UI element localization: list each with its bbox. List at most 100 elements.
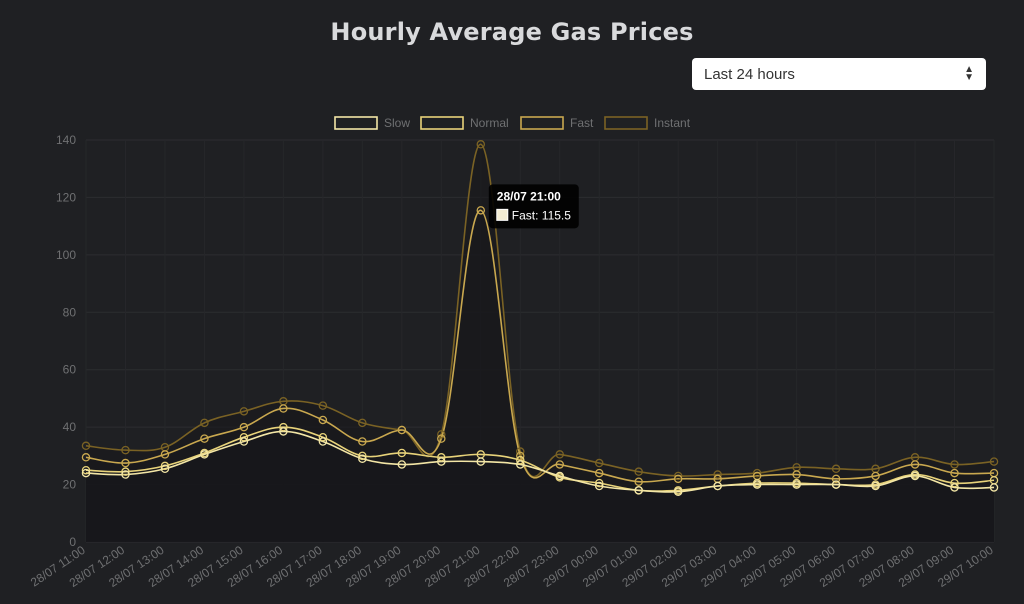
data-point-fast[interactable] — [516, 451, 525, 461]
data-point-fast[interactable] — [239, 422, 249, 432]
data-point-slow[interactable] — [713, 481, 722, 491]
data-point-fast[interactable] — [358, 437, 367, 446]
data-point-instant[interactable] — [555, 450, 564, 459]
data-point-slow[interactable] — [160, 464, 170, 474]
data-point-instant[interactable] — [634, 467, 643, 476]
legend-item-normal[interactable]: Normal — [420, 116, 509, 130]
data-point-fast[interactable] — [910, 460, 920, 469]
data-point-fast[interactable] — [397, 425, 407, 435]
data-point-fast[interactable] — [200, 434, 209, 443]
data-point-fast[interactable] — [634, 477, 643, 486]
data-point-fast[interactable] — [81, 453, 91, 462]
data-point-slow[interactable] — [950, 483, 959, 492]
data-point-slow[interactable] — [437, 457, 446, 466]
y-tick-label: 140 — [56, 133, 76, 147]
data-point-instant[interactable] — [358, 418, 367, 428]
data-point-slow[interactable] — [516, 460, 525, 469]
time-range-select[interactable]: Last 24 hours ▲ ▼ — [692, 58, 986, 90]
data-point-instant[interactable] — [239, 407, 249, 416]
data-point-instant[interactable] — [121, 445, 130, 455]
data-point-slow[interactable] — [792, 480, 801, 489]
tooltip-label: Fast: 115.5 — [512, 208, 571, 222]
data-point-fast[interactable] — [121, 458, 130, 468]
data-point-slow[interactable] — [989, 483, 999, 492]
data-point-instant[interactable] — [950, 460, 959, 469]
data-point-fast[interactable] — [673, 474, 683, 484]
chart-tooltip: 28/07 21:00 Fast: 115.5 — [488, 184, 579, 229]
tooltip-swatch — [496, 208, 509, 221]
data-point-instant[interactable] — [318, 401, 328, 410]
legend-item-fast[interactable]: Fast — [520, 116, 594, 130]
legend-label: Normal — [470, 116, 509, 130]
data-point-fast[interactable] — [871, 471, 880, 481]
data-point-fast[interactable] — [318, 415, 328, 425]
data-point-normal[interactable] — [239, 432, 249, 442]
chart-points — [81, 140, 999, 496]
data-point-fast[interactable] — [792, 470, 801, 479]
data-point-instant[interactable] — [831, 464, 841, 474]
legend-swatch — [334, 116, 378, 130]
tooltip-title: 28/07 21:00 — [497, 189, 561, 203]
series-line-instant — [85, 143, 995, 478]
data-point-normal[interactable] — [318, 432, 328, 442]
data-point-normal[interactable] — [397, 448, 407, 458]
data-point-normal[interactable] — [81, 465, 91, 475]
data-point-instant[interactable] — [516, 447, 525, 456]
series-line-fast — [85, 209, 995, 483]
data-point-fast[interactable] — [831, 474, 841, 484]
data-point-slow[interactable] — [397, 460, 407, 469]
data-point-slow[interactable] — [318, 437, 328, 446]
data-point-slow[interactable] — [476, 457, 486, 466]
y-tick-label: 80 — [63, 305, 77, 319]
data-point-normal[interactable] — [950, 478, 959, 488]
legend-item-slow[interactable]: Slow — [334, 116, 410, 130]
select-arrows-icon: ▲ ▼ — [964, 64, 974, 83]
data-point-fast[interactable] — [476, 206, 486, 215]
data-point-instant[interactable] — [81, 441, 91, 451]
data-point-normal[interactable] — [121, 467, 130, 476]
legend-swatch — [604, 116, 648, 130]
data-point-slow[interactable] — [200, 450, 209, 459]
data-point-fast[interactable] — [437, 434, 446, 443]
data-point-slow[interactable] — [121, 470, 130, 479]
data-point-instant[interactable] — [713, 470, 722, 479]
data-point-slow[interactable] — [279, 427, 288, 436]
data-point-fast[interactable] — [555, 460, 564, 469]
data-point-slow[interactable] — [239, 437, 249, 446]
data-point-fast[interactable] — [279, 404, 288, 413]
data-point-normal[interactable] — [437, 453, 446, 462]
data-point-instant[interactable] — [673, 471, 683, 481]
legend-label: Fast — [570, 116, 594, 130]
data-point-instant[interactable] — [752, 468, 762, 478]
data-point-instant[interactable] — [989, 457, 999, 466]
data-point-instant[interactable] — [594, 458, 604, 468]
data-point-fast[interactable] — [950, 468, 959, 478]
legend-item-instant[interactable]: Instant — [604, 116, 691, 130]
data-point-fast[interactable] — [160, 450, 170, 459]
data-point-instant[interactable] — [437, 430, 446, 439]
data-point-slow[interactable] — [594, 481, 604, 491]
y-tick-label: 120 — [56, 190, 76, 204]
data-point-slow[interactable] — [673, 487, 683, 496]
data-point-slow[interactable] — [81, 468, 91, 478]
data-point-fast[interactable] — [594, 468, 604, 478]
data-point-normal[interactable] — [358, 451, 367, 461]
data-point-normal[interactable] — [160, 461, 170, 471]
chart-legend: Slow Normal Fast Instant — [334, 116, 691, 130]
data-point-slow[interactable] — [871, 481, 880, 491]
page-title: Hourly Average Gas Prices — [330, 18, 694, 46]
data-point-slow[interactable] — [910, 471, 920, 481]
data-point-slow[interactable] — [358, 454, 367, 463]
data-point-slow[interactable] — [831, 480, 841, 489]
data-point-normal[interactable] — [594, 478, 604, 488]
data-point-instant[interactable] — [476, 140, 486, 149]
data-point-slow[interactable] — [752, 480, 762, 489]
data-point-slow[interactable] — [555, 471, 564, 481]
data-point-slow[interactable] — [634, 486, 643, 495]
data-point-normal[interactable] — [279, 422, 288, 432]
data-point-instant[interactable] — [200, 418, 209, 428]
data-point-normal[interactable] — [516, 455, 525, 465]
